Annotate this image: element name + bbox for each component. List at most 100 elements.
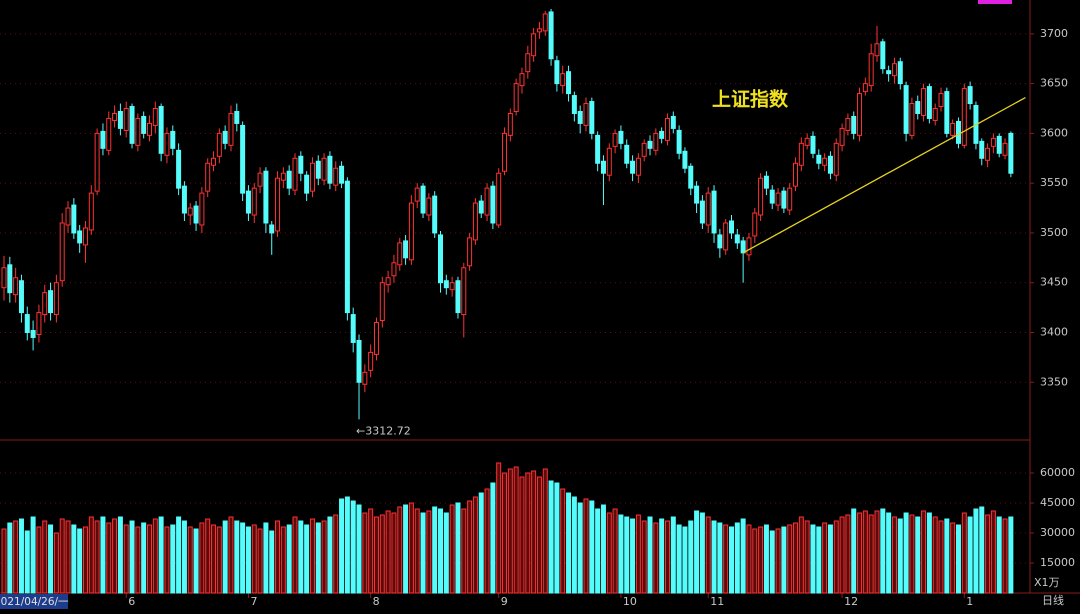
candle-body [1,267,7,289]
candle-body [670,115,676,129]
candle-body [723,222,729,251]
volume-bar [589,500,595,594]
volume-bar [420,512,426,594]
candle-body [839,127,845,146]
candle-body [205,162,211,192]
candle-body [763,175,769,189]
volume-bar [356,504,362,594]
volume-bar [280,526,286,594]
volume-bar [897,518,903,594]
volume-bar [542,468,548,594]
volume-bar [53,532,59,594]
volume-bar [13,520,19,594]
volume-bar [484,488,490,594]
y-tick-label: 3650 [1040,77,1068,90]
volume-bar [909,514,915,594]
volume-bar [112,518,118,594]
volume-bar [921,510,927,594]
candle-body [164,132,170,156]
candle-body [30,329,36,338]
volume-bar [385,510,391,594]
volume-bar [612,508,618,594]
volume-bar [880,508,886,594]
volume-bar [100,516,106,594]
volume-bar [979,506,985,594]
volume-tick-label: 30000 [1040,526,1075,539]
candle-body [455,280,461,314]
candle-body [187,207,193,216]
volume-bar [705,516,711,594]
candle-body [77,230,83,244]
volume-bar [793,522,799,594]
candle-body [176,149,182,189]
volume-bar [822,522,828,594]
volume-bar [653,522,659,594]
volume-bar [391,512,397,594]
candle-body [571,95,577,114]
candle-body [554,60,560,85]
candle-body [793,162,799,187]
volume-bar [379,514,385,594]
y-tick-label: 3450 [1040,276,1068,289]
candle-body [321,157,327,181]
volume-bar [251,524,257,594]
candle-body [100,130,106,149]
candle-body [513,83,519,112]
candle-body [525,53,531,73]
candle-body [42,292,48,316]
x-tick-label: 9 [501,595,508,608]
x-tick-label: 10 [623,595,637,608]
candle-body [292,157,298,191]
volume-bar [932,516,938,594]
volume-bar [624,516,630,594]
volume-bar [659,518,665,594]
period-label: 日线 [1042,593,1064,607]
candle-body [618,130,624,144]
candle-body [932,108,938,121]
candle-body [996,135,1002,154]
candle-body [827,155,833,174]
candle-body [787,187,793,211]
candle-body [280,172,286,181]
volume-bar [752,528,758,594]
volume-bar [630,518,636,594]
volume-bar [216,526,222,594]
candle-body [193,205,199,224]
volume-bar [414,508,420,594]
candle-body [368,351,374,371]
candle-body [123,108,129,131]
candle-body [734,234,740,244]
volume-bar [309,518,315,594]
candle-body [583,103,589,126]
volume-bar [740,518,746,594]
volume-bar [181,520,187,594]
candle-body [216,132,222,157]
volume-bar [141,522,147,594]
candle-body [926,86,932,119]
candle-body [624,144,630,164]
candle-body [7,264,13,294]
candle-body [158,106,164,154]
volume-bar [577,502,583,594]
candle-body [59,222,65,282]
candle-body [833,142,839,176]
volume-bar [275,520,281,594]
candle-body [88,192,94,231]
volume-bar [368,508,374,594]
volume-bar [211,524,217,594]
candle-body [181,185,187,214]
y-tick-label: 3600 [1040,126,1068,139]
candle-body [106,117,112,151]
volume-bar [263,522,269,594]
volume-bar [1008,516,1014,594]
candle-body [548,11,554,60]
volume-bar [647,516,653,594]
volume-bar [1,528,7,594]
volume-bar [729,526,734,594]
candle-body [251,187,257,216]
candle-body [600,160,606,174]
candle-body [240,124,246,194]
volume-bar [886,512,892,594]
trendline [742,96,1026,254]
volume-bar [758,526,764,594]
